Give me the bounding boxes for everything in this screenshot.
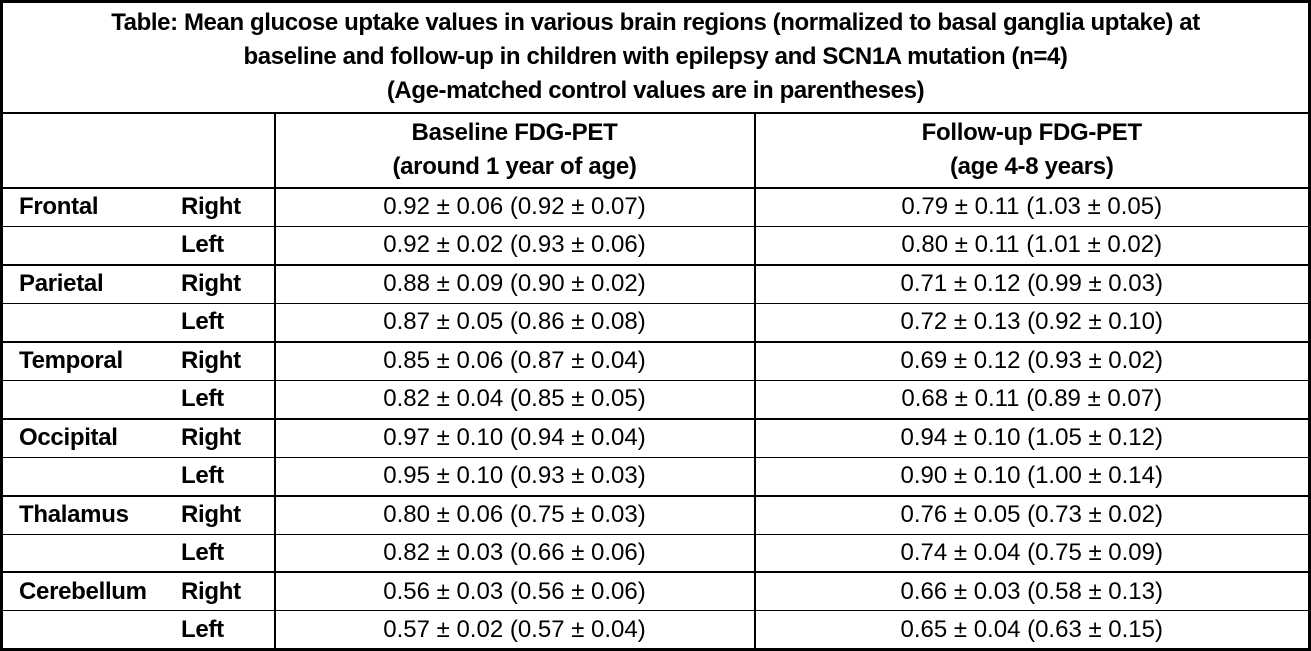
table-row: Left 0.92 ± 0.02 (0.93 ± 0.06) 0.80 ± 0.… (0, 225, 1311, 266)
region-side-cell: Thalamus Right (0, 494, 276, 535)
region-side-cell: Occipital Right (0, 417, 276, 458)
title-line-2: baseline and follow-up in children with … (243, 43, 1068, 71)
table-row: Left 0.57 ± 0.02 (0.57 ± 0.04) 0.65 ± 0.… (0, 610, 1311, 650)
table-row: Thalamus Right 0.80 ± 0.06 (0.75 ± 0.03) … (0, 494, 1311, 535)
table-row: Frontal Right 0.92 ± 0.06 (0.92 ± 0.07) 0… (0, 186, 1311, 227)
followup-value: 0.69 ± 0.12 (0.93 ± 0.02) (753, 340, 1311, 381)
side-label: Right (181, 577, 241, 605)
followup-value: 0.66 ± 0.03 (0.58 ± 0.13) (753, 571, 1311, 612)
title-line-3: (Age-matched control values are in paren… (386, 77, 925, 105)
table-row: Left 0.82 ± 0.04 (0.85 ± 0.05) 0.68 ± 0.… (0, 379, 1311, 420)
side-label: Right (181, 424, 241, 452)
followup-value: 0.90 ± 0.10 (1.00 ± 0.14) (753, 456, 1311, 497)
region-side-cell: Left (0, 302, 276, 343)
region-side-cell: Left (0, 610, 276, 650)
side-label: Left (181, 385, 224, 413)
table-row: Occipital Right 0.97 ± 0.10 (0.94 ± 0.04)… (0, 417, 1311, 458)
followup-value: 0.94 ± 0.10 (1.05 ± 0.12) (753, 417, 1311, 458)
baseline-value: 0.82 ± 0.03 (0.66 ± 0.06) (273, 533, 756, 573)
region-side-cell: Left (0, 379, 276, 420)
followup-value: 0.74 ± 0.04 (0.75 ± 0.09) (753, 533, 1311, 573)
baseline-column-header: Baseline FDG-PET (around 1 year of age) (273, 111, 756, 189)
title-line-1: Table: Mean glucose uptake values in var… (111, 9, 1200, 37)
baseline-header-line-1: Baseline FDG-PET (411, 119, 618, 147)
side-label: Left (181, 615, 224, 643)
baseline-value: 0.95 ± 0.10 (0.93 ± 0.03) (273, 456, 756, 497)
baseline-value: 0.97 ± 0.10 (0.94 ± 0.04) (273, 417, 756, 458)
column-header-row: Baseline FDG-PET (around 1 year of age) … (0, 111, 1311, 189)
table-row: Left 0.95 ± 0.10 (0.93 ± 0.03) 0.90 ± 0.… (0, 456, 1311, 497)
side-label: Right (181, 347, 241, 375)
table-body: Frontal Right 0.92 ± 0.06 (0.92 ± 0.07) 0… (0, 186, 1311, 650)
side-label: Right (181, 270, 241, 298)
table-title-row: Table: Mean glucose uptake values in var… (0, 0, 1311, 114)
table-title: Table: Mean glucose uptake values in var… (0, 0, 1311, 114)
table-row: Left 0.82 ± 0.03 (0.66 ± 0.06) 0.74 ± 0.… (0, 533, 1311, 573)
region-label: Temporal (19, 347, 123, 375)
baseline-value: 0.85 ± 0.06 (0.87 ± 0.04) (273, 340, 756, 381)
region-label: Occipital (19, 424, 118, 452)
table-row: Cerebellum Right 0.56 ± 0.03 (0.56 ± 0.06… (0, 571, 1311, 612)
region-label: Frontal (19, 193, 99, 221)
region-label: Thalamus (19, 501, 129, 529)
followup-header-line-1: Follow-up FDG-PET (921, 119, 1143, 147)
side-label: Left (181, 462, 224, 490)
baseline-value: 0.56 ± 0.03 (0.56 ± 0.06) (273, 571, 756, 612)
baseline-value: 0.82 ± 0.04 (0.85 ± 0.05) (273, 379, 756, 420)
baseline-value: 0.80 ± 0.06 (0.75 ± 0.03) (273, 494, 756, 535)
region-side-cell: Parietal Right (0, 263, 276, 304)
region-side-cell: Left (0, 533, 276, 573)
baseline-value: 0.57 ± 0.02 (0.57 ± 0.04) (273, 610, 756, 650)
followup-value: 0.80 ± 0.11 (1.01 ± 0.02) (753, 225, 1311, 266)
followup-column-header: Follow-up FDG-PET (age 4-8 years) (753, 111, 1311, 189)
followup-value: 0.72 ± 0.13 (0.92 ± 0.10) (753, 302, 1311, 343)
followup-value: 0.79 ± 0.11 (1.03 ± 0.05) (753, 186, 1311, 227)
table-row: Parietal Right 0.88 ± 0.09 (0.90 ± 0.02) … (0, 263, 1311, 304)
region-side-cell: Cerebellum Right (0, 571, 276, 612)
table-row: Temporal Right 0.85 ± 0.06 (0.87 ± 0.04) … (0, 340, 1311, 381)
followup-value: 0.68 ± 0.11 (0.89 ± 0.07) (753, 379, 1311, 420)
followup-value: 0.65 ± 0.04 (0.63 ± 0.15) (753, 610, 1311, 650)
followup-value: 0.76 ± 0.05 (0.73 ± 0.02) (753, 494, 1311, 535)
region-side-cell: Temporal Right (0, 340, 276, 381)
side-label: Left (181, 308, 224, 336)
empty-header-cell (0, 111, 276, 189)
followup-value: 0.71 ± 0.12 (0.99 ± 0.03) (753, 263, 1311, 304)
table-row: Left 0.87 ± 0.05 (0.86 ± 0.08) 0.72 ± 0.… (0, 302, 1311, 343)
region-side-cell: Frontal Right (0, 186, 276, 227)
baseline-header-line-2: (around 1 year of age) (392, 153, 637, 181)
side-label: Right (181, 193, 241, 221)
baseline-value: 0.88 ± 0.09 (0.90 ± 0.02) (273, 263, 756, 304)
side-label: Left (181, 231, 224, 259)
region-side-cell: Left (0, 456, 276, 497)
side-label: Left (181, 539, 224, 566)
region-label: Parietal (19, 270, 104, 298)
baseline-value: 0.92 ± 0.02 (0.93 ± 0.06) (273, 225, 756, 266)
baseline-value: 0.87 ± 0.05 (0.86 ± 0.08) (273, 302, 756, 343)
followup-header-line-2: (age 4-8 years) (949, 153, 1114, 181)
side-label: Right (181, 501, 241, 529)
region-side-cell: Left (0, 225, 276, 266)
region-label: Cerebellum (19, 577, 147, 605)
baseline-value: 0.92 ± 0.06 (0.92 ± 0.07) (273, 186, 756, 227)
